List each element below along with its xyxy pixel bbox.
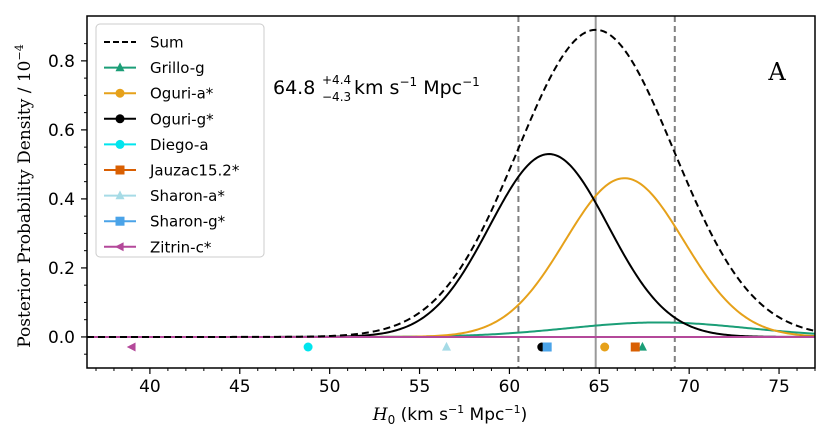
legend-marker — [114, 242, 124, 252]
point-grillo-g — [637, 341, 647, 351]
legend-marker — [115, 88, 125, 98]
legend-box — [95, 23, 265, 258]
h0-annotation: 64.8 — [273, 77, 315, 99]
annotation-sub: −4.3 — [322, 90, 351, 104]
legend-marker — [115, 165, 125, 175]
point-jauzac15-2- — [630, 342, 640, 352]
x-tick-label: 45 — [229, 377, 251, 397]
x-tick-label: 65 — [588, 377, 610, 397]
x-tick-label: 70 — [678, 377, 700, 397]
legend-label: Sharon-a* — [150, 187, 225, 205]
x-tick-label: 55 — [409, 377, 431, 397]
point-sharon-g- — [542, 342, 552, 352]
y-tick-label: 0.2 — [48, 259, 75, 279]
y-tick-label: 0.0 — [48, 328, 75, 348]
legend-label: Diego-a — [150, 136, 209, 154]
legend-marker — [115, 190, 125, 200]
x-tick-label: 75 — [768, 377, 790, 397]
panel-label: A — [767, 58, 786, 86]
point-diego-a — [303, 342, 313, 352]
legend-label: Oguri-g* — [150, 110, 214, 128]
x-tick-label: 60 — [499, 377, 521, 397]
legend-marker — [115, 114, 125, 124]
legend-label: Zitrin-c* — [150, 238, 212, 256]
legend-marker — [115, 216, 125, 226]
x-axis-label: H0 (km s−1 Mpc−1) — [372, 403, 527, 427]
plot-frame — [86, 15, 816, 369]
point-oguri-a- — [600, 342, 610, 352]
annotation-unit: km s−1 Mpc−1 — [354, 75, 480, 99]
annotation-sup: +4.4 — [322, 73, 351, 87]
legend-marker — [115, 62, 125, 72]
legend-marker — [115, 139, 125, 149]
legend: Sum Grillo-g Oguri-a* Oguri-g* Diego-a Jauzac… — [95, 23, 265, 258]
curve-sum — [87, 28, 815, 338]
legend-label: Sum — [150, 34, 184, 52]
legend-label: Sharon-g* — [150, 213, 226, 231]
legend-label: Grillo-g — [150, 59, 205, 77]
legend-label: Oguri-a* — [150, 85, 214, 103]
x-tick-label: 50 — [319, 377, 341, 397]
legend-label: Jauzac15.2* — [149, 162, 240, 180]
point-zitrin-c- — [126, 342, 136, 352]
x-tick-label: 40 — [139, 377, 161, 397]
point-sharon-a- — [442, 341, 452, 351]
y-tick-label: 0.6 — [48, 121, 75, 141]
y-axis-label: Posterior Probability Density / 10−4 — [13, 44, 35, 347]
y-tick-label: 0.4 — [48, 190, 75, 210]
y-tick-label: 0.8 — [48, 52, 75, 72]
